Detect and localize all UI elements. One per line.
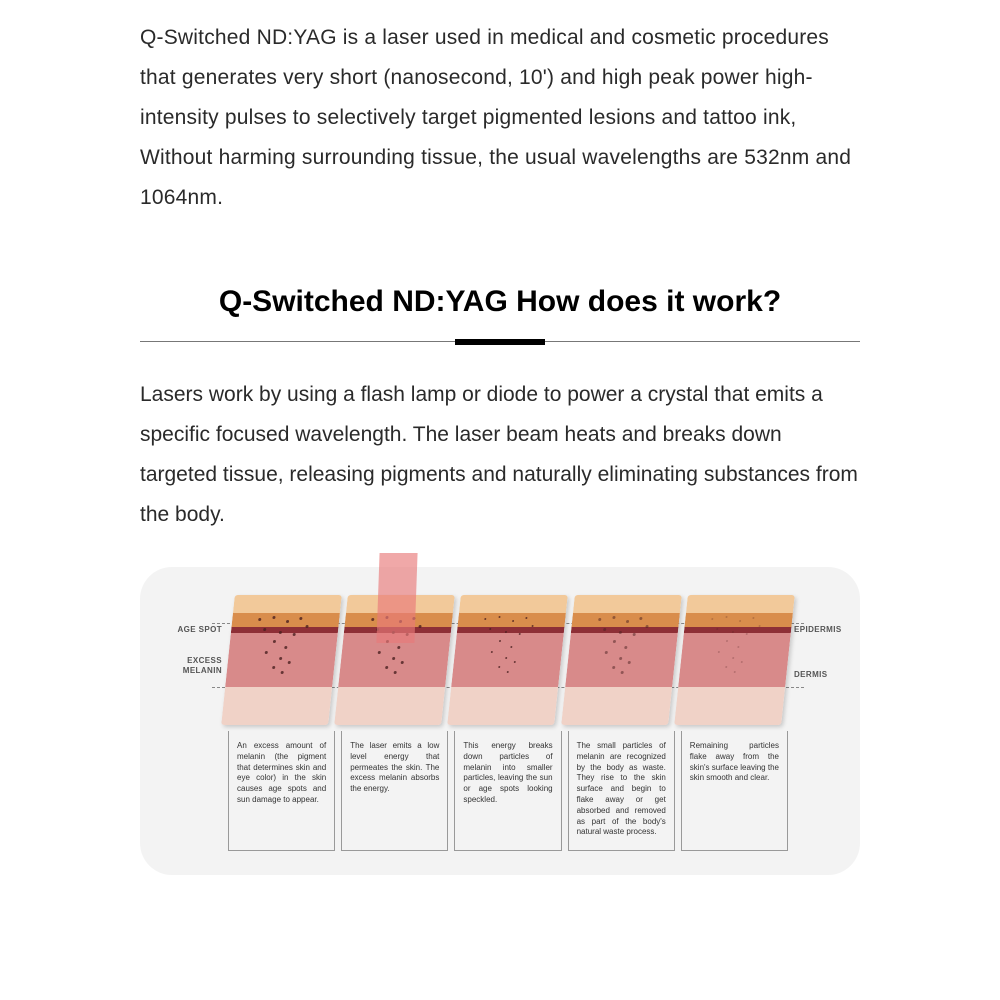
skin-block [448, 595, 569, 725]
panel-caption: The small particles of melanin are recog… [568, 731, 675, 851]
skin-panel-5: Remaining particles flake away from the … [681, 595, 788, 851]
skin-block [561, 595, 682, 725]
diagram-grid: AGE SPOT EXCESS MELANIN An excess amount… [152, 595, 848, 851]
label-dermis: DERMIS [794, 670, 848, 679]
skin-diagram: AGE SPOT EXCESS MELANIN An excess amount… [140, 567, 860, 875]
skin-block [221, 595, 342, 725]
right-axis-labels: EPIDERMIS DERMIS [794, 595, 848, 679]
skin-panel-3: This energy breaks down particles of mel… [454, 595, 561, 851]
panel-caption: The laser emits a low level energy that … [341, 731, 448, 851]
laser-beam-icon [376, 553, 417, 643]
label-excess-melanin: EXCESS MELANIN [152, 656, 222, 675]
body-paragraph: Lasers work by using a flash lamp or dio… [140, 375, 860, 535]
panel-caption: An excess amount of melanin (the pigment… [228, 731, 335, 851]
panel-caption: This energy breaks down particles of mel… [454, 731, 561, 851]
skin-panel-1: An excess amount of melanin (the pigment… [228, 595, 335, 851]
label-epidermis: EPIDERMIS [794, 625, 848, 634]
left-axis-labels: AGE SPOT EXCESS MELANIN [152, 595, 222, 675]
skin-block [674, 595, 795, 725]
panel-caption: Remaining particles flake away from the … [681, 731, 788, 851]
skin-panel-4: The small particles of melanin are recog… [568, 595, 675, 851]
section-title: Q-Switched ND:YAG How does it work? [140, 285, 860, 319]
label-age-spot: AGE SPOT [152, 625, 222, 634]
title-underline [140, 341, 860, 347]
skin-panel-2: The laser emits a low level energy that … [341, 595, 448, 851]
intro-paragraph: Q-Switched ND:YAG is a laser used in med… [0, 0, 1000, 217]
